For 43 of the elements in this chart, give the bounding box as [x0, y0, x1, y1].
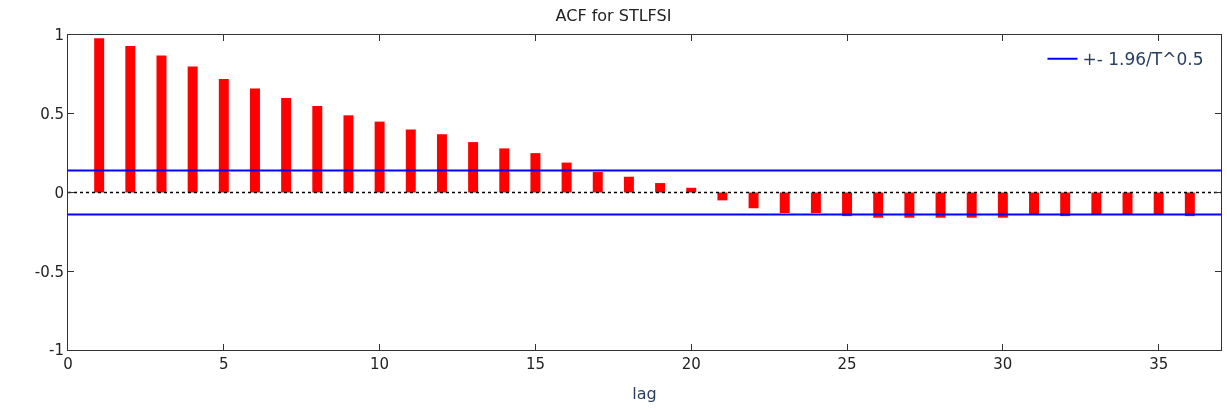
- x-axis-title: lag: [632, 383, 657, 403]
- x-tick-label: 15: [525, 355, 545, 373]
- x-tick-label: 30: [993, 355, 1013, 373]
- bar: [623, 176, 634, 193]
- bar: [748, 192, 759, 209]
- y-tick-label: 0: [54, 183, 64, 202]
- y-tick-label: -0.5: [34, 262, 64, 281]
- bar: [468, 142, 479, 193]
- y-tick-label: -1: [49, 341, 64, 360]
- bar: [218, 79, 229, 193]
- x-tick-label: 5: [219, 355, 229, 373]
- bar: [655, 183, 666, 193]
- bar: [1122, 192, 1133, 215]
- x-tick-label: 35: [1149, 355, 1169, 373]
- bar: [561, 162, 572, 193]
- bar: [1153, 192, 1164, 215]
- bar: [779, 192, 790, 213]
- bar: [125, 46, 136, 193]
- x-tick-label: 10: [370, 355, 390, 373]
- legend-label: +- 1.96/T^0.5: [1082, 49, 1204, 70]
- bar: [592, 172, 603, 193]
- bar: [94, 38, 105, 193]
- y-tick-label: 0.5: [40, 105, 64, 123]
- bar: [281, 98, 292, 193]
- bar: [374, 121, 385, 193]
- x-tick-label: 25: [837, 355, 857, 373]
- bar: [1091, 192, 1102, 215]
- bar: [436, 134, 447, 193]
- y-tick-label: 1: [54, 26, 64, 45]
- bar: [405, 129, 416, 193]
- bar: [343, 115, 354, 193]
- bar: [249, 88, 260, 193]
- bar: [187, 66, 198, 193]
- bar: [904, 192, 915, 218]
- x-tick-label: 20: [681, 355, 701, 373]
- bar: [810, 192, 821, 213]
- bar: [312, 105, 323, 193]
- bar: [530, 153, 541, 193]
- bar: [1029, 192, 1040, 215]
- bar: [873, 192, 884, 218]
- bar: [935, 192, 946, 218]
- bar: [499, 148, 510, 193]
- chart-title: ACF for STLFSI: [555, 6, 672, 26]
